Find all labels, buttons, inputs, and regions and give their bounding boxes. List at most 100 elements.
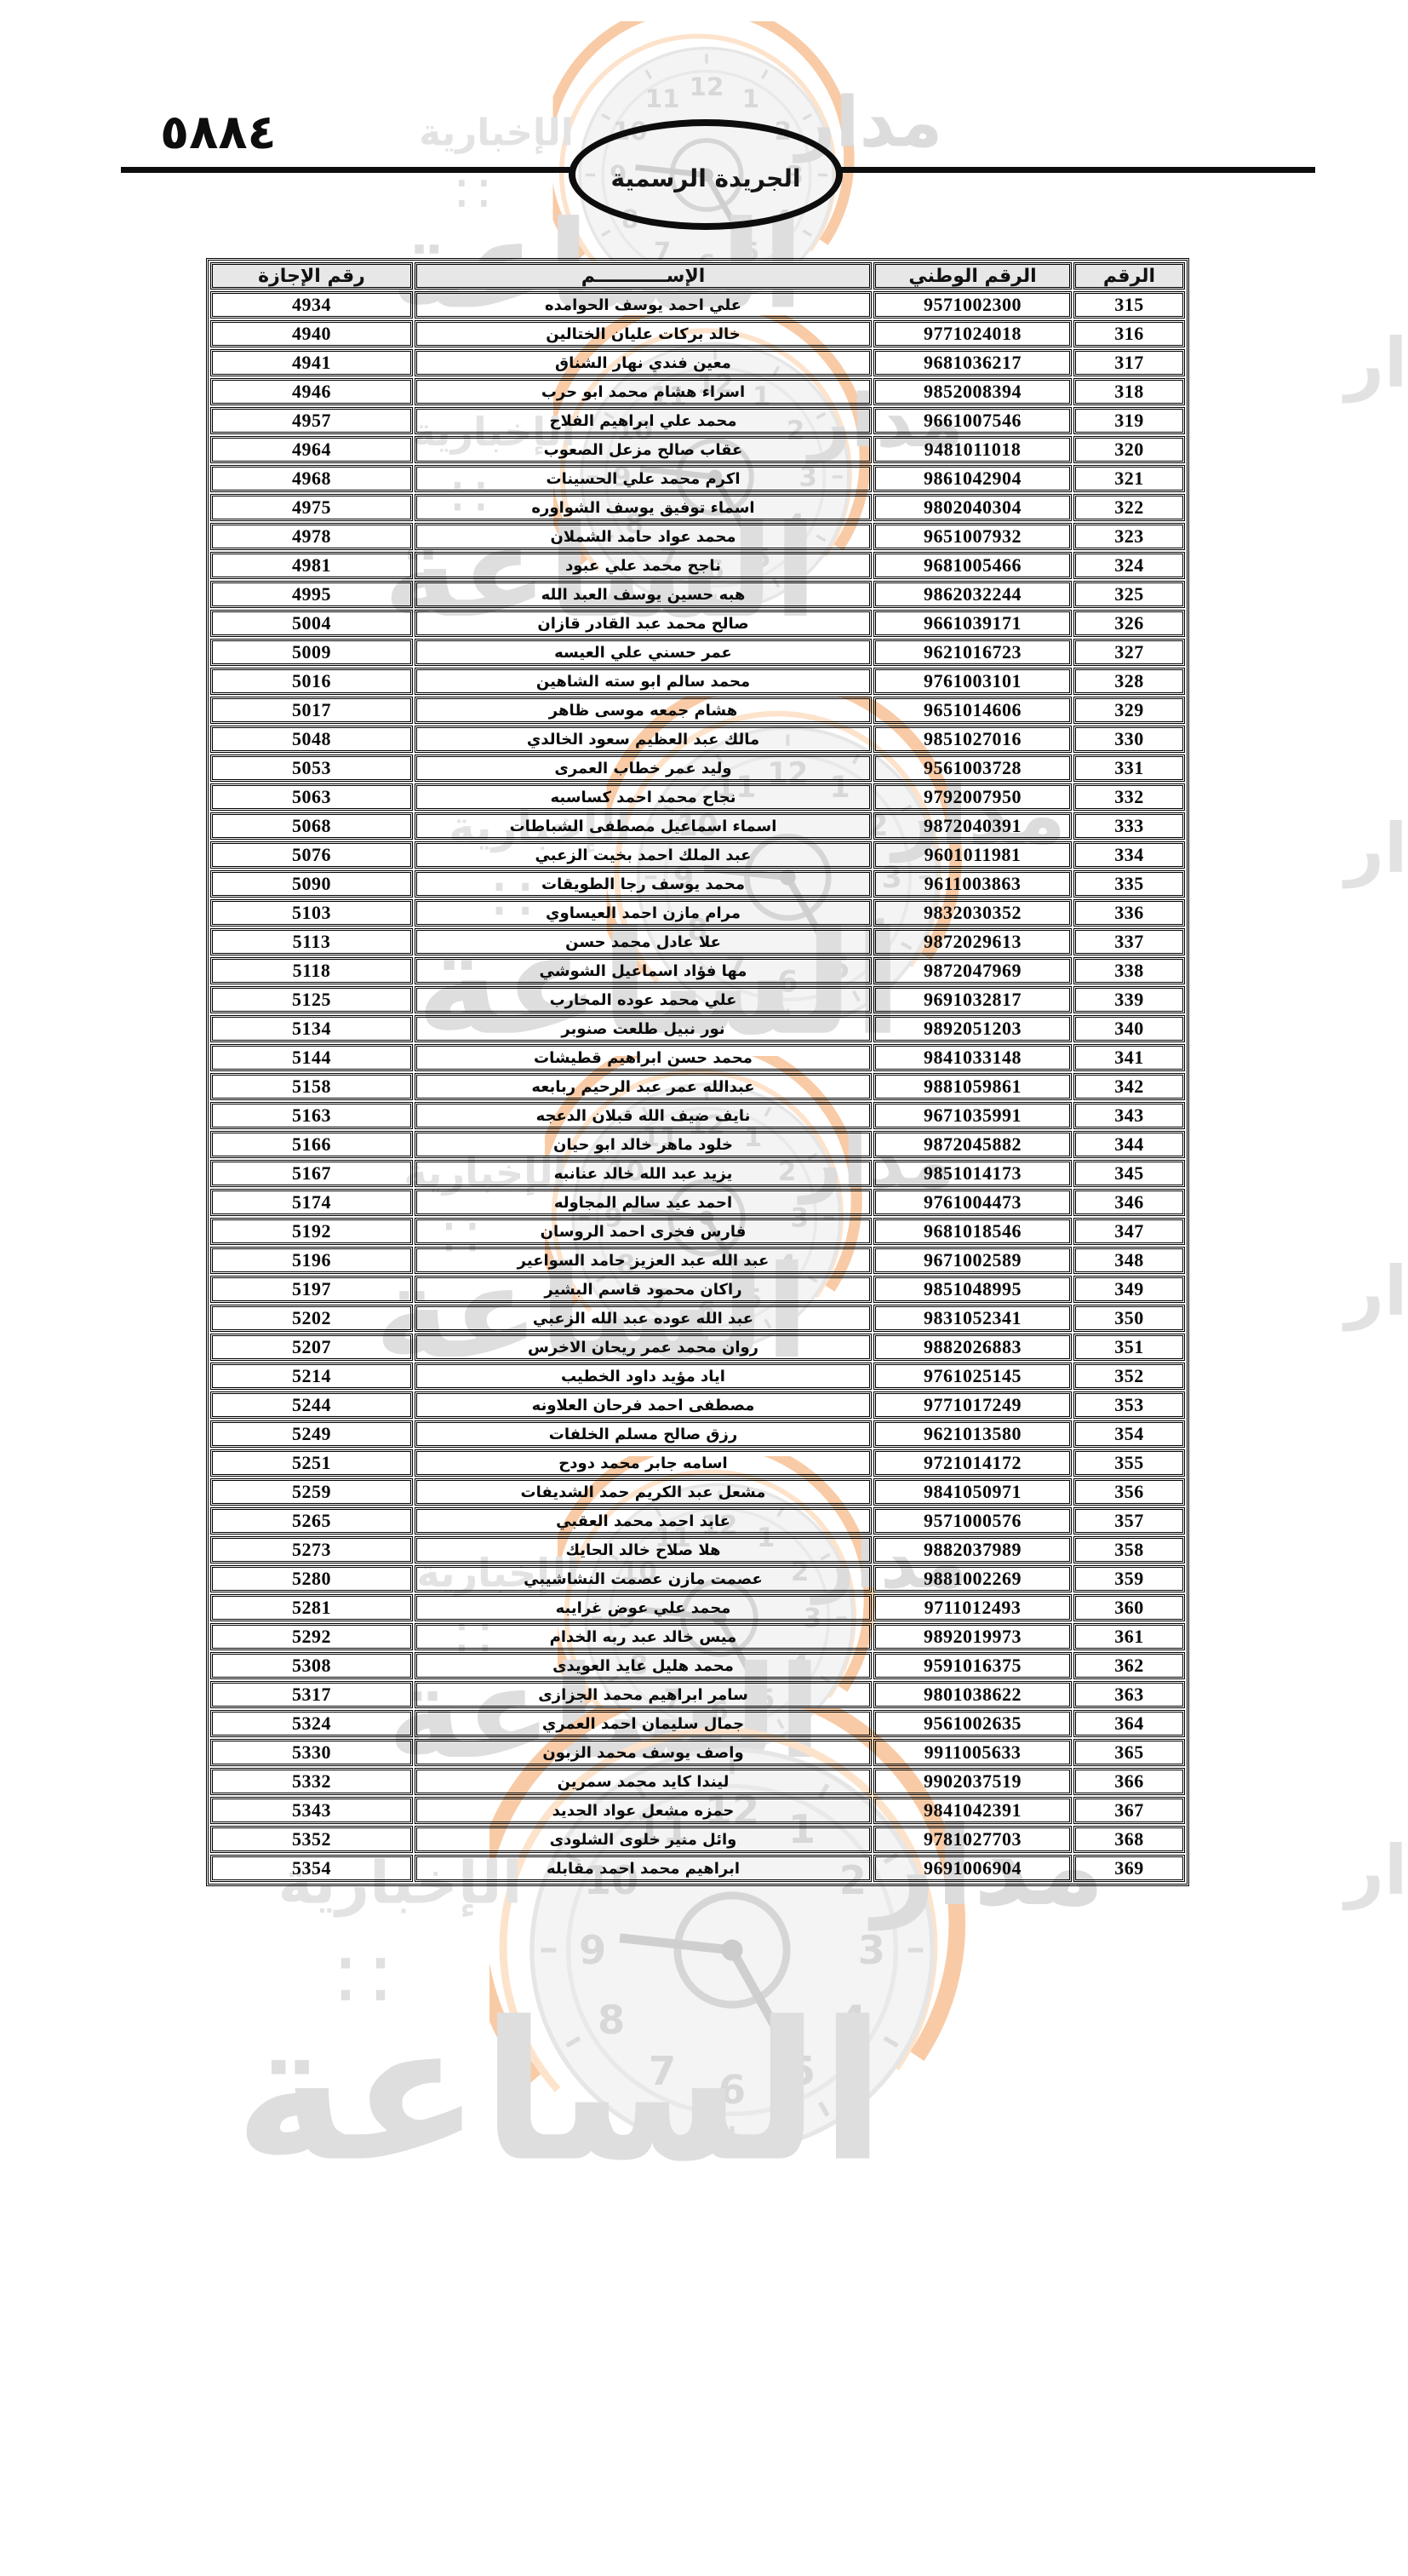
table-row: 360 9711012493 محمد علي عوض غرايبه 5281 — [210, 1594, 1185, 1621]
license-number-cell: 4975 — [210, 494, 413, 521]
table-row: 364 9561002635 جمال سليمان احمد العمري 5… — [210, 1710, 1185, 1737]
serial-cell: 317 — [1073, 349, 1185, 376]
table-row: 323 9651007932 محمد عواد حامد الشملان 49… — [210, 523, 1185, 550]
license-number-cell: 5163 — [210, 1102, 413, 1129]
license-number-cell: 5192 — [210, 1218, 413, 1245]
table-row: 321 9861042904 اكرم محمد علي الحسينات 49… — [210, 465, 1185, 492]
table-row: 369 9691006904 ابراهيم محمد احمد مقابله … — [210, 1855, 1185, 1882]
col-header-name: الإســـــــــــم — [415, 262, 872, 290]
table-row: 317 9681036217 معين فندي نهار الشناق 494… — [210, 349, 1185, 376]
serial-cell: 340 — [1073, 1015, 1185, 1042]
table-row: 347 9681018546 فارس فخرى احمد الروسان 51… — [210, 1218, 1185, 1245]
license-number-cell: 5118 — [210, 957, 413, 984]
license-number-cell: 5265 — [210, 1507, 413, 1535]
national-id-cell: 9781027703 — [873, 1826, 1072, 1853]
watermark-edge-fragment: مدار — [1345, 809, 1408, 888]
national-id-cell: 9621016723 — [873, 639, 1072, 666]
svg-text:1: 1 — [742, 83, 759, 112]
national-id-cell: 9691032817 — [873, 986, 1072, 1013]
license-number-cell: 5017 — [210, 697, 413, 724]
name-cell: اسماء توفيق يوسف الشواوره — [415, 494, 872, 521]
license-number-cell: 5273 — [210, 1536, 413, 1563]
serial-cell: 354 — [1073, 1420, 1185, 1448]
license-number-cell: 4968 — [210, 465, 413, 492]
license-number-cell: 5196 — [210, 1247, 413, 1274]
serial-cell: 359 — [1073, 1565, 1185, 1592]
national-id-cell: 9802040304 — [873, 494, 1072, 521]
table-row: 330 9851027016 مالك عبد العظيم سعود الخا… — [210, 726, 1185, 753]
table-row: 361 9892019973 ميس خالد عبد ربه الخدام 5… — [210, 1623, 1185, 1650]
watermark-edge-fragment: مدار — [1345, 324, 1408, 403]
national-id-cell: 9771017249 — [873, 1391, 1072, 1419]
national-id-cell: 9872047969 — [873, 957, 1072, 984]
serial-cell: 324 — [1073, 552, 1185, 579]
license-number-cell: 5244 — [210, 1391, 413, 1419]
license-number-cell: 5197 — [210, 1276, 413, 1303]
serial-cell: 315 — [1073, 291, 1185, 318]
table-row: 367 9841042391 حمزه مشعل عواد الحديد 534… — [210, 1797, 1185, 1824]
national-id-cell: 9761025145 — [873, 1363, 1072, 1390]
name-cell: نجاح محمد احمد كساسبه — [415, 783, 872, 811]
serial-cell: 367 — [1073, 1797, 1185, 1824]
name-cell: صالح محمد عبد القادر قازان — [415, 610, 872, 637]
national-id-cell: 9481011018 — [873, 436, 1072, 463]
national-id-cell: 9832030352 — [873, 899, 1072, 927]
license-number-cell: 5330 — [210, 1739, 413, 1766]
license-number-cell: 5063 — [210, 783, 413, 811]
header-rule-left — [121, 167, 575, 173]
name-cell: محمد حسن ابراهيم قطيشات — [415, 1044, 872, 1071]
license-number-cell: 5214 — [210, 1363, 413, 1390]
serial-cell: 342 — [1073, 1073, 1185, 1100]
national-id-cell: 9862032244 — [873, 581, 1072, 608]
license-number-cell: 4995 — [210, 581, 413, 608]
serial-cell: 348 — [1073, 1247, 1185, 1274]
serial-cell: 327 — [1073, 639, 1185, 666]
national-id-cell: 9611003863 — [873, 870, 1072, 898]
national-id-cell: 9621013580 — [873, 1420, 1072, 1448]
license-number-cell: 4957 — [210, 407, 413, 434]
license-number-cell: 5076 — [210, 841, 413, 869]
name-cell: خلود ماهر خالد ابو حيان — [415, 1131, 872, 1158]
serial-cell: 343 — [1073, 1102, 1185, 1129]
name-cell: ناجح محمد علي عبود — [415, 552, 872, 579]
table-row: 320 9481011018 عقاب صالح مزعل الصعوب 496… — [210, 436, 1185, 463]
table-row: 348 9671002589 عبد الله عبد العزيز حامد … — [210, 1247, 1185, 1274]
name-cell: عبد الملك احمد بخيت الزعبي — [415, 841, 872, 869]
serial-cell: 363 — [1073, 1681, 1185, 1708]
license-number-cell: 5113 — [210, 928, 413, 955]
national-id-cell: 9561002635 — [873, 1710, 1072, 1737]
name-cell: حمزه مشعل عواد الحديد — [415, 1797, 872, 1824]
license-number-cell: 5167 — [210, 1160, 413, 1187]
serial-cell: 320 — [1073, 436, 1185, 463]
name-cell: ابراهيم محمد احمد مقابله — [415, 1855, 872, 1882]
national-id-cell: 9681036217 — [873, 349, 1072, 376]
national-id-cell: 9882026883 — [873, 1334, 1072, 1361]
serial-cell: 330 — [1073, 726, 1185, 753]
serial-cell: 339 — [1073, 986, 1185, 1013]
serial-cell: 344 — [1073, 1131, 1185, 1158]
svg-text:6: 6 — [718, 2067, 746, 2113]
national-id-cell: 9892019973 — [873, 1623, 1072, 1650]
svg-text:11: 11 — [645, 83, 680, 112]
name-cell: عمر حسني علي العيسه — [415, 639, 872, 666]
svg-text:5: 5 — [788, 2048, 816, 2094]
table-row: 327 9621016723 عمر حسني علي العيسه 5009 — [210, 639, 1185, 666]
name-cell: مها فؤاد اسماعيل الشوشي — [415, 957, 872, 984]
table-row: 350 9831052341 عبد الله عوده عبد الله ال… — [210, 1305, 1185, 1332]
name-cell: سامر ابراهيم محمد الجزازى — [415, 1681, 872, 1708]
national-id-cell: 9881002269 — [873, 1565, 1072, 1592]
national-id-cell: 9841042391 — [873, 1797, 1072, 1824]
serial-cell: 333 — [1073, 812, 1185, 840]
name-cell: ميس خالد عبد ربه الخدام — [415, 1623, 872, 1650]
license-number-cell: 5103 — [210, 899, 413, 927]
table-row: 338 9872047969 مها فؤاد اسماعيل الشوشي 5… — [210, 957, 1185, 984]
table-row: 334 9601011981 عبد الملك احمد بخيت الزعب… — [210, 841, 1185, 869]
license-number-cell: 4940 — [210, 320, 413, 347]
serial-cell: 368 — [1073, 1826, 1185, 1853]
license-number-cell: 4964 — [210, 436, 413, 463]
table-row: 326 9661039171 صالح محمد عبد القادر قازا… — [210, 610, 1185, 637]
table-row: 366 9902037519 ليندا كايد محمد سمرين 533… — [210, 1768, 1185, 1795]
name-cell: علا عادل محمد حسن — [415, 928, 872, 955]
serial-cell: 350 — [1073, 1305, 1185, 1332]
table-row: 357 9571000576 عابد احمد محمد العقبي 526… — [210, 1507, 1185, 1535]
